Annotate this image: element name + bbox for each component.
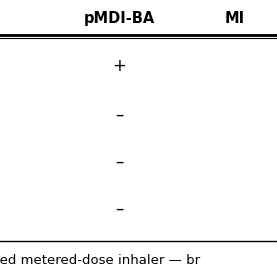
Text: ised metered-dose inhaler — br: ised metered-dose inhaler — br <box>0 254 200 267</box>
Text: pMDI-BA: pMDI-BA <box>83 11 155 25</box>
Text: –: – <box>115 153 123 171</box>
Text: +: + <box>112 58 126 75</box>
Text: MI: MI <box>224 11 245 25</box>
Text: –: – <box>115 106 123 124</box>
Text: –: – <box>115 200 123 218</box>
